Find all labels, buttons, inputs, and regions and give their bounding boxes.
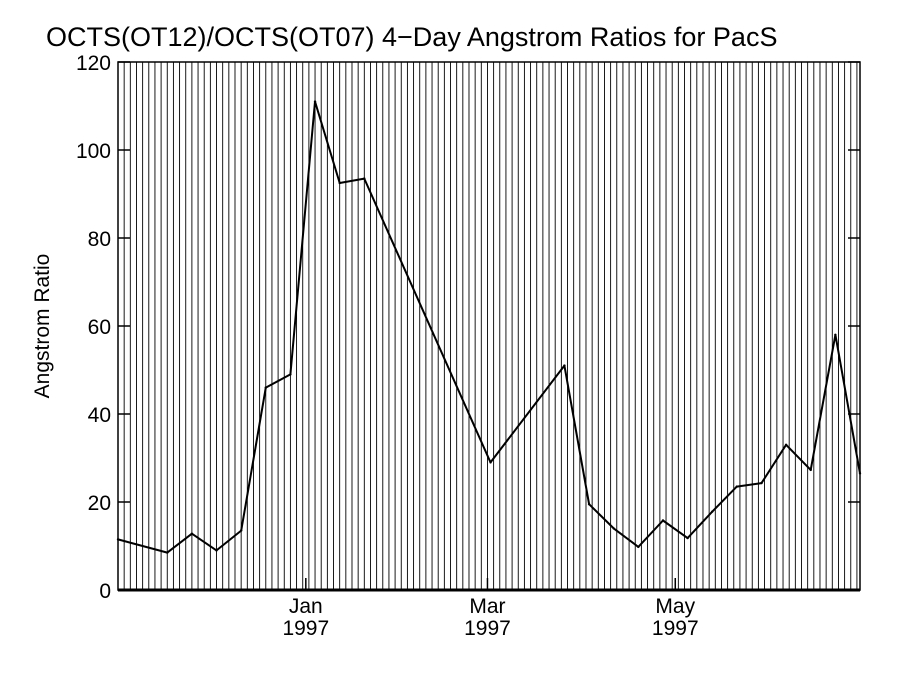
y-axis-label: Angstrom Ratio [31, 254, 54, 399]
data-point [239, 529, 243, 532]
data-point [612, 527, 615, 530]
data-point [215, 549, 218, 552]
y-tick-label: 100 [76, 140, 111, 163]
x-tick-label-year: 1997 [652, 617, 699, 640]
x-tick-label-month: May [655, 595, 695, 618]
data-point [661, 519, 665, 522]
data-point [637, 545, 640, 549]
data-point [563, 364, 566, 367]
data-point [784, 443, 788, 446]
x-tick-label-year: 1997 [282, 617, 329, 640]
data-point [711, 510, 714, 513]
x-tick-label-month: Jan [289, 595, 323, 618]
data-series-line [117, 100, 861, 554]
series-group [116, 100, 862, 554]
y-tick-label: 40 [88, 404, 111, 427]
y-axis: 0 20 40 60 80 100 120 [76, 52, 860, 603]
x-tick-label-year: 1997 [464, 617, 511, 640]
data-point [338, 181, 341, 185]
data-point [313, 100, 317, 103]
data-point [587, 503, 591, 506]
data-point [760, 481, 763, 485]
data-point [190, 532, 194, 535]
data-point [289, 373, 292, 376]
y-tick-label: 120 [76, 52, 111, 75]
data-point [735, 485, 739, 488]
y-tick-label: 80 [88, 228, 111, 251]
data-point [858, 472, 862, 475]
data-point [166, 551, 169, 554]
data-point [116, 538, 120, 541]
y-tick-label: 60 [88, 316, 111, 339]
y-tick-label: 0 [99, 580, 111, 603]
data-point [264, 386, 267, 389]
data-point [686, 536, 689, 540]
vertical-gridlines [117, 62, 858, 590]
data-point [809, 468, 812, 472]
plot-area-frame [117, 61, 861, 591]
data-point [834, 333, 837, 336]
chart-title: OCTS(OT12)/OCTS(OT07) 4−Day Angstrom Rat… [46, 22, 777, 52]
y-tick-label: 20 [88, 492, 111, 515]
x-tick-label-month: Mar [469, 595, 505, 618]
data-point [363, 177, 366, 180]
data-point [489, 461, 492, 464]
